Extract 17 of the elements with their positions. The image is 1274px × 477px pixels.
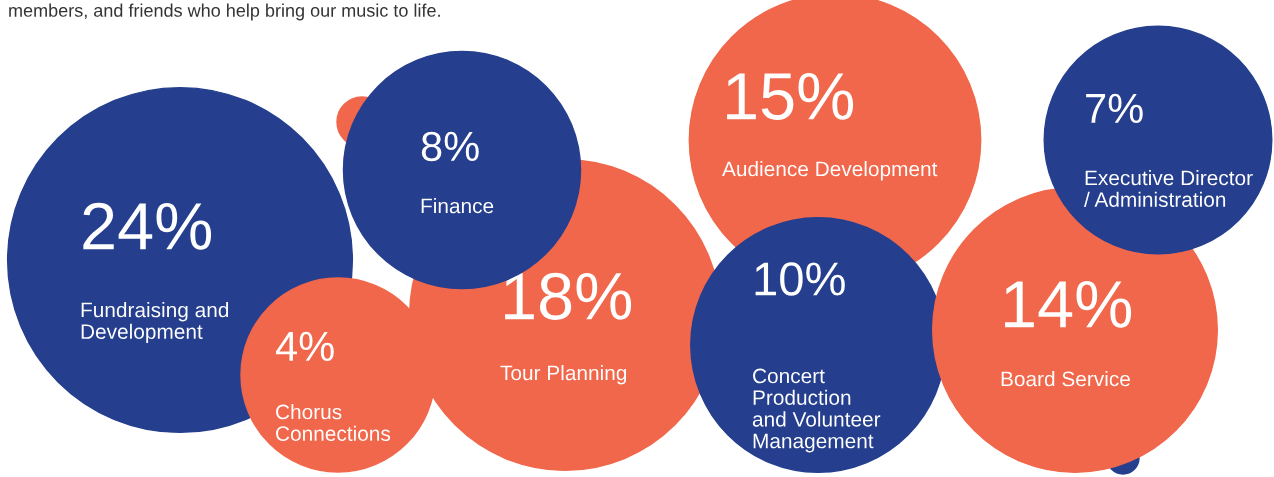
data-label: 24% [83, 202, 212, 250]
category-label: Finance [421, 198, 494, 214]
category-label: Chorus Connections [276, 404, 391, 441]
data-label: 4% [275, 331, 334, 362]
category-label: Concert Production and Volunteer Management [752, 368, 881, 453]
data-label: 15% [727, 72, 854, 120]
data-label: 18% [505, 272, 632, 320]
data-label: 14% [1005, 280, 1132, 328]
category-label: Board Service [1001, 371, 1130, 387]
text: members, and friends who help bring our music to life. [9, 3, 440, 21]
data-label: 10% [755, 262, 845, 296]
category-label: Executive Director / Administration [1084, 170, 1253, 207]
data-label: 8% [421, 131, 479, 162]
data-label: 7% [1086, 93, 1143, 124]
category-label: Fundraising and Development [81, 302, 229, 344]
category-label: Audience Development [722, 161, 938, 181]
category-label: Tour Planning [500, 365, 627, 385]
